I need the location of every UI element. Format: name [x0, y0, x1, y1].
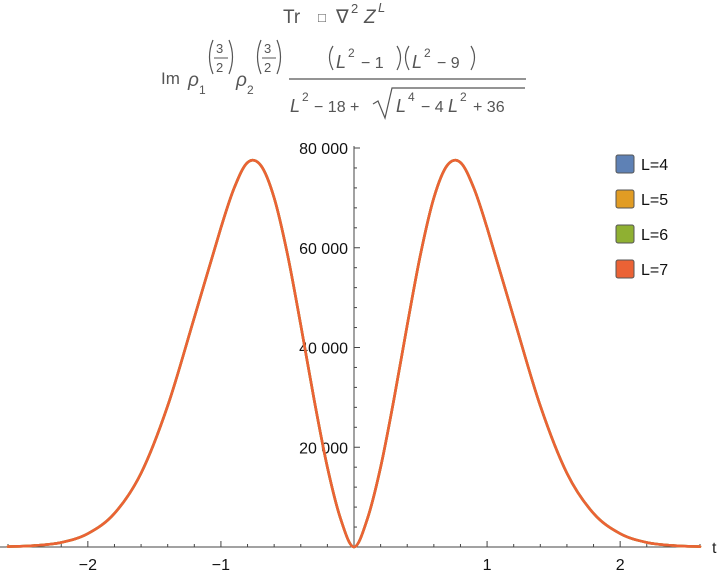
title-rho2-sub: 2	[247, 83, 254, 97]
title-exp1-den: 2	[216, 60, 223, 75]
x-tick-label: 1	[483, 557, 492, 574]
chart-title-line1: Tr □ ∇ 2 Z L	[283, 0, 385, 28]
title-tr: Tr	[283, 7, 301, 28]
num-f2-rest: − 9	[437, 55, 460, 72]
title-paren-right-1	[228, 39, 234, 75]
title-im: Im	[161, 69, 180, 88]
y-tick-label: 40 000	[299, 341, 348, 358]
title-box-symbol: □	[318, 10, 326, 25]
title-rho1-sub: 1	[199, 83, 206, 97]
num-f2-base: L	[412, 52, 422, 72]
series-layer	[6, 158, 702, 549]
title-fraction-numerator: L 2 − 1 L 2 − 9	[328, 45, 476, 72]
legend-swatch-l-4	[615, 154, 635, 174]
den-a-base: L	[290, 96, 300, 116]
legend-label: L=5	[641, 192, 668, 209]
series-line-l-7	[6, 158, 702, 549]
chart-title-line2: Im ρ 1 3 2 ρ 2 3 2 L 2 − 1 L 2 − 9 L	[161, 39, 526, 120]
den-r-power1: 4	[408, 90, 415, 104]
x-tick-label: 2	[616, 557, 625, 574]
legend-label: L=6	[641, 227, 668, 244]
den-r-mid: − 4	[421, 99, 444, 116]
legend-swatch-l-5	[615, 189, 635, 209]
num-f1-power: 2	[348, 46, 355, 60]
axes	[0, 146, 700, 548]
title-paren-left-2	[256, 39, 262, 75]
num-f1-rest: − 1	[361, 55, 384, 72]
title-exp2-num: 3	[264, 41, 271, 56]
legend: L=4 L=5 L=6 L=7	[615, 154, 668, 279]
den-r-base2: L	[448, 96, 458, 116]
title-z-power: L	[378, 0, 385, 15]
den-r-base1: L	[396, 96, 406, 116]
title-exp2-den: 2	[264, 60, 271, 75]
x-tick-label: −2	[79, 557, 97, 574]
title-nabla: ∇	[335, 7, 349, 28]
den-a-rest: − 18 +	[314, 99, 359, 116]
title-nabla-power: 2	[351, 1, 358, 16]
x-axis-label: t	[712, 540, 717, 557]
title-exp1-num: 3	[216, 41, 223, 56]
legend-label: L=4	[641, 157, 668, 174]
sqrt-radical	[372, 87, 525, 120]
y-tick-label: 80 000	[299, 141, 348, 158]
den-r-rest: + 36	[473, 99, 505, 116]
legend-label: L=7	[641, 262, 668, 279]
title-fraction-denominator: L 2 − 18 + L 4 − 4 L 2 + 36	[290, 87, 525, 120]
den-r-power2: 2	[460, 90, 467, 104]
title-rho2: ρ	[235, 70, 247, 91]
legend-swatch-l-6	[615, 224, 635, 244]
x-tick-label: −1	[212, 557, 230, 574]
title-paren-left-1	[208, 39, 214, 75]
num-f1-base: L	[336, 52, 346, 72]
num-f2-power: 2	[424, 46, 431, 60]
legend-swatch-l-7	[615, 259, 635, 279]
den-a-power: 2	[302, 90, 309, 104]
title-rho1: ρ	[187, 70, 199, 91]
title-z: Z	[363, 7, 377, 28]
title-paren-right-2	[276, 39, 282, 75]
y-tick-label: 60 000	[299, 241, 348, 258]
